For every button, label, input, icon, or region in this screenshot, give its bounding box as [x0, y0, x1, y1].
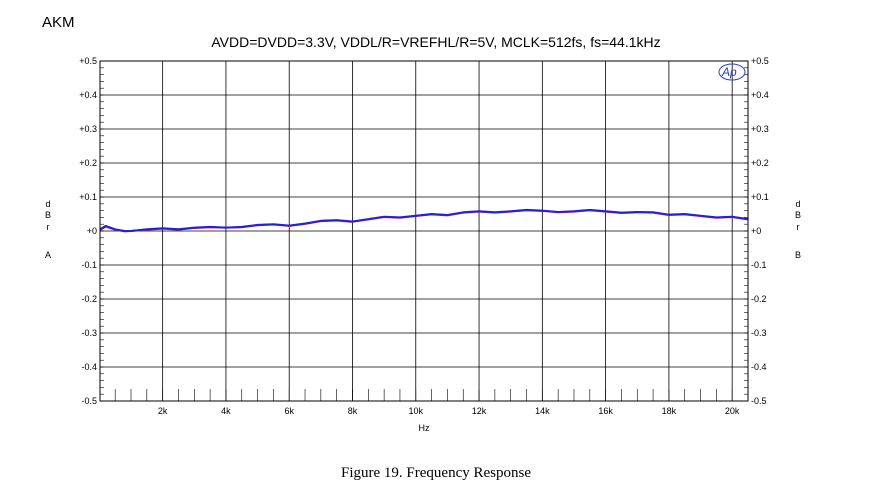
y-tick-label-right: -0.4 — [751, 362, 767, 372]
x-tick-label: 2k — [158, 406, 168, 416]
minor-ticks — [100, 60, 749, 402]
y-tick-label-left: -0.3 — [81, 328, 97, 338]
y-tick-label-right: +0.5 — [751, 56, 769, 66]
y-axis-label-left-char: d — [45, 199, 50, 209]
y-tick-label-right: -0.1 — [751, 260, 767, 270]
y-axis-label-right-char: B — [795, 250, 801, 260]
chart-title: AVDD=DVDD=3.3V, VDDL/R=VREFHL/R=5V, MCLK… — [211, 34, 661, 50]
ap-logo-text: Ap — [721, 65, 737, 79]
ap-logo-icon — [718, 63, 746, 81]
plot-frame — [99, 60, 749, 402]
x-tick-label: 16k — [598, 406, 613, 416]
y-tick-label-left: -0.2 — [81, 294, 97, 304]
y-axis-label-left-char: B — [45, 210, 51, 220]
brand-label: AKM — [42, 14, 75, 31]
y-tick-label-right: +0.3 — [751, 124, 769, 134]
series-layer — [99, 208, 749, 233]
x-tick-label: 10k — [409, 406, 424, 416]
y-tick-label-right: +0.1 — [751, 192, 769, 202]
y-tick-label-right: -0.3 — [751, 328, 767, 338]
y-tick-label-right: +0 — [751, 226, 761, 236]
y-tick-label-left: +0.1 — [79, 192, 97, 202]
y-tick-label-left: -0.1 — [81, 260, 97, 270]
y-tick-label-right: -0.2 — [751, 294, 767, 304]
x-tick-label: 6k — [284, 406, 294, 416]
tick-labels: +0.5 +0.5 +0.4 +0.4 +0.3 +0.3 +0.2 +0.2 +0.1 +0.1… — [45, 56, 801, 433]
y-axis-label-left-char: A — [45, 250, 51, 260]
x-tick-label: 8k — [348, 406, 358, 416]
y-axis-label-right-char: d — [795, 199, 800, 209]
y-tick-label-left: -0.5 — [81, 396, 97, 406]
x-tick-label: 18k — [662, 406, 677, 416]
y-tick-label-left: +0.3 — [79, 124, 97, 134]
y-tick-label-right: +0.4 — [751, 90, 769, 100]
y-tick-label-left: +0.2 — [79, 158, 97, 168]
x-tick-label: 4k — [221, 406, 231, 416]
series-line-1 — [99, 208, 749, 232]
y-axis-label-right-char: r — [797, 222, 800, 232]
y-tick-label-left: -0.4 — [81, 362, 97, 372]
y-tick-label-left: +0.5 — [79, 56, 97, 66]
y-axis-label-left-char: r — [47, 222, 50, 232]
x-tick-label: 20k — [725, 406, 740, 416]
figure-caption: Figure 19. Frequency Response — [341, 465, 531, 481]
y-tick-label-left: +0 — [87, 226, 97, 236]
x-tick-label: 12k — [472, 406, 487, 416]
y-tick-label-right: -0.5 — [751, 396, 767, 406]
y-axis-label-right-char: B — [795, 210, 801, 220]
grid — [100, 60, 748, 402]
x-tick-label: 14k — [535, 406, 550, 416]
y-tick-label-right: +0.2 — [751, 158, 769, 168]
y-tick-label-left: +0.4 — [79, 90, 97, 100]
x-axis-label: Hz — [419, 423, 430, 433]
